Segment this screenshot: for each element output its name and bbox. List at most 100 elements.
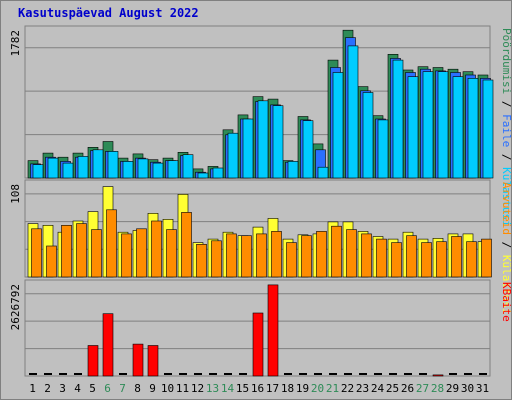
day-label-20: 20 [311,382,324,395]
day-label-18: 18 [281,382,294,395]
bar-visits-day-23 [361,233,372,278]
legend-entry-top-4: Külastusi [500,167,512,227]
bar-visits-day-24 [376,238,387,278]
bar-hits-day-31 [482,79,494,179]
bar-visits-day-15 [241,235,252,278]
day-label-4: 4 [74,382,81,395]
day-label-10: 10 [161,382,174,395]
day-label-28: 28 [431,382,444,395]
bar-visits-day-28 [436,241,447,278]
bar-visits-day-6 [106,209,117,278]
bar-visits-day-12 [196,244,207,278]
legend-top: Pöördumisi / Faile / Külastusi [500,28,512,227]
legend-entry-middle-2: Külastusi [500,255,512,315]
legend-entry-top-0: Pöördumisi [500,28,512,94]
bar-visits-day-11 [181,212,192,278]
bar-hits-day-15 [242,118,254,179]
bar-hits-day-3 [62,162,74,179]
bar-hits-day-5 [92,149,104,179]
bar-visits-day-2 [46,245,57,278]
bar-hits-day-22 [347,45,359,179]
bar-visits-day-31 [481,238,492,278]
legend-entry-middle-0: Arvuteid [500,182,512,235]
day-label-6: 6 [104,382,111,395]
bar-hits-day-20 [317,166,329,179]
bar-hits-day-8 [137,158,149,179]
legend-entry-bottom-0: KBaite [500,282,512,322]
day-label-7: 7 [119,382,126,395]
bar-kbytes-day-6 [102,313,114,377]
day-label-11: 11 [176,382,189,395]
bar-kbytes-day-5 [87,345,99,377]
chart-title: Kasutuspäevad August 2022 [18,6,199,20]
bar-hits-day-24 [377,119,389,179]
bar-visits-day-10 [166,229,177,278]
day-label-2: 2 [44,382,51,395]
ylabel-middle: 108 [9,184,22,204]
day-label-17: 17 [266,382,279,395]
day-label-29: 29 [446,382,459,395]
bar-hits-day-23 [362,92,374,179]
day-label-23: 23 [356,382,369,395]
day-label-12: 12 [191,382,204,395]
bar-kbytes-day-28 [432,374,444,377]
bar-hits-day-21 [332,72,344,179]
bar-visits-day-25 [391,242,402,278]
bar-kbytes-day-17 [267,284,279,377]
day-label-15: 15 [236,382,249,395]
bar-hits-day-26 [407,76,419,179]
bar-visits-day-20 [316,231,327,278]
bar-visits-day-3 [61,225,72,278]
bar-hits-day-6 [107,151,119,179]
bar-hits-day-2 [47,157,59,179]
bar-hits-day-11 [182,154,194,179]
day-label-21: 21 [326,382,339,395]
bar-hits-day-16 [257,100,269,179]
bar-hits-day-19 [302,120,314,179]
bar-hits-day-9 [152,162,164,179]
bar-kbytes-day-9 [147,345,159,377]
legend-entry-top-2: Faile [500,114,512,147]
legend-entry-middle-1: / [500,235,512,255]
day-label-25: 25 [386,382,399,395]
bar-hits-day-18 [287,161,299,179]
bar-visits-day-7 [121,233,132,278]
bar-hits-day-1 [32,164,44,179]
bar-visits-day-9 [151,220,162,278]
bar-hits-day-30 [467,78,479,179]
day-label-13: 13 [206,382,219,395]
bar-hits-day-4 [77,156,89,179]
bar-visits-day-16 [256,233,267,278]
ylabel-bottom: 2626792 [9,284,22,330]
bar-visits-day-18 [286,242,297,278]
bar-visits-day-22 [346,229,357,278]
day-label-8: 8 [134,382,141,395]
bar-visits-day-30 [466,241,477,278]
bar-visits-day-4 [76,223,87,278]
bar-hits-day-13 [212,167,224,179]
bar-visits-day-26 [406,235,417,278]
legend-entry-top-1: / [500,94,512,114]
day-label-19: 19 [296,382,309,395]
day-label-22: 22 [341,382,354,395]
day-label-27: 27 [416,382,429,395]
bar-visits-day-1 [31,228,42,278]
day-label-1: 1 [29,382,36,395]
bar-hits-day-7 [122,161,134,179]
bar-hits-day-14 [227,132,239,179]
bar-hits-day-25 [392,59,404,179]
bar-visits-day-8 [136,228,147,278]
bar-hits-day-10 [167,160,179,179]
day-label-14: 14 [221,382,235,395]
bar-visits-day-17 [271,231,282,278]
ylabel-top: 1782 [9,30,22,57]
legend-bottom: KBaite [500,282,512,322]
bar-visits-day-5 [91,229,102,278]
bar-hits-day-17 [272,105,284,179]
day-label-31: 31 [476,382,489,395]
day-label-9: 9 [149,382,156,395]
day-label-5: 5 [89,382,96,395]
bar-hits-day-12 [197,172,209,179]
bar-visits-day-13 [211,240,222,278]
